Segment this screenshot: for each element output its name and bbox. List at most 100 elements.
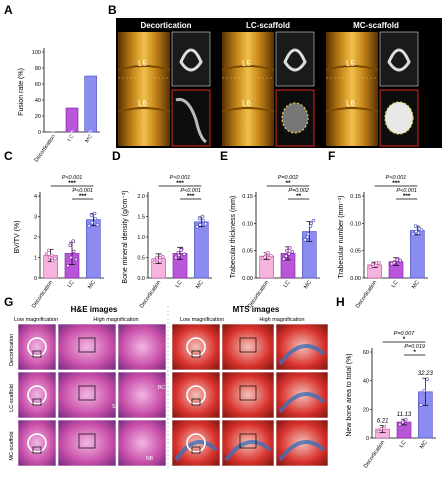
histology-tile-r2-c2 xyxy=(117,419,167,467)
bar-f-2 xyxy=(410,230,425,279)
data-point-d-0-0 xyxy=(152,260,157,265)
g-tag-nb: NB xyxy=(146,456,154,462)
y-tick-label-a-1: 20 xyxy=(35,114,41,120)
histology-canal-r1-c3 xyxy=(186,385,206,405)
histology-collagen-r0-c5 xyxy=(278,344,326,366)
sig-stars-h-0: * xyxy=(403,336,406,343)
histology-zoom-box-r1-c3 xyxy=(191,398,201,406)
g-tag-s: S xyxy=(112,404,116,410)
data-point-e-0-4 xyxy=(266,251,270,255)
histology-zoom-box-r0-c0 xyxy=(32,350,42,358)
y-tick-label-a-4: 80 xyxy=(35,66,41,72)
histology-zoom-box-r1-c1 xyxy=(78,385,96,401)
y-axis-label-d: Bone mineral density (g/cm⁻³) xyxy=(122,190,129,283)
histology-tile-r2-c0 xyxy=(17,419,57,467)
data-point-h-0-2 xyxy=(382,424,387,429)
g-he-low-mag: Low magnification xyxy=(14,317,58,323)
data-point-d-0-4 xyxy=(158,259,162,263)
data-point-c-2-5 xyxy=(95,223,100,227)
y-tick-label-h-2: 40 xyxy=(363,379,369,385)
data-point-c-2-0 xyxy=(87,224,91,228)
y-tick-label-h-0: 0 xyxy=(366,436,369,442)
x-tick-label-c-0: Decortication xyxy=(31,280,54,310)
y-tick-label-c-4: 4 xyxy=(34,194,37,200)
bar-label-h-2: 32.23 xyxy=(418,371,434,377)
y-tick-label-a-3: 60 xyxy=(35,82,41,88)
histology-collagen-r2-c3 xyxy=(174,440,218,462)
data-point-h-1-2 xyxy=(404,417,408,422)
x-tick-label-d-2: MC xyxy=(195,280,205,290)
sig-p-e-0: P=0.002 xyxy=(278,175,299,181)
data-point-e-2-1 xyxy=(306,232,310,236)
x-tick-label-h-2: MC xyxy=(419,440,429,450)
data-point-c-2-1 xyxy=(90,220,94,225)
bar-a-1 xyxy=(65,107,79,133)
data-point-e-2-2 xyxy=(309,221,313,226)
panel-letter-b: B xyxy=(108,3,117,17)
sig-p-c-0: P<0.001 xyxy=(62,175,83,181)
bar-label-h-1: 11.13 xyxy=(397,412,412,418)
histology-tile-r1-c3 xyxy=(171,371,221,419)
g-he-high-mag: High magnification xyxy=(93,317,138,323)
data-point-f-2-4 xyxy=(416,231,421,235)
x-tick-label-e-1: LC xyxy=(283,280,292,289)
histology-tile-r0-c0 xyxy=(17,323,57,371)
chart-h: 0 20 40 60 New bone area to total (%) Decorti… xyxy=(346,331,436,469)
g-row-label-decortication: Decortication xyxy=(9,334,15,366)
data-point-f-1-3 xyxy=(392,260,396,265)
g-he-title: H&E images xyxy=(71,305,118,314)
data-point-c-2-2 xyxy=(93,216,97,221)
data-point-d-2-4 xyxy=(200,214,205,219)
sig-p-f-0: P<0.001 xyxy=(386,175,407,181)
data-point-d-1-4 xyxy=(179,248,183,252)
data-point-d-2-1 xyxy=(198,223,202,227)
x-tick-label-a-1: LC xyxy=(67,134,76,143)
histology-zoom-box-r0-c1 xyxy=(78,337,96,353)
panel-letter-a: A xyxy=(4,3,13,17)
y-tick-label-e-1: 0.05 xyxy=(242,249,253,255)
sig-p-h-1: P=0.019 xyxy=(404,344,425,350)
x-tick-label-f-0: Decortication xyxy=(355,280,378,310)
histology-canal-r2-c0 xyxy=(27,433,47,453)
bar-label-h-0: 6.21 xyxy=(377,419,389,425)
x-tick-label-c-2: MC xyxy=(87,280,97,290)
histology-collagen-r2-c4 xyxy=(224,440,272,462)
data-point-f-1-4 xyxy=(395,258,399,262)
data-point-h-2-1 xyxy=(422,389,426,393)
y-tick-label-c-2: 2 xyxy=(34,235,37,241)
sig-stars-d-1: *** xyxy=(187,193,195,200)
histology-zoom-box-r2-c0 xyxy=(32,446,42,454)
data-point-h-2-0 xyxy=(419,403,423,407)
data-point-f-0-4 xyxy=(374,263,378,268)
data-point-c-2-3 xyxy=(89,213,94,218)
data-point-d-1-1 xyxy=(177,253,181,258)
sig-stars-c-0: *** xyxy=(68,180,76,187)
y-tick-label-c-1: 1 xyxy=(34,256,37,262)
data-point-d-1-5 xyxy=(182,252,186,256)
sig-p-d-1: P<0.001 xyxy=(180,188,201,194)
chart-e: 0.00 0.05 0.10 0.15 Trabecular thickness (mm… xyxy=(230,175,320,309)
data-point-e-1-1 xyxy=(285,248,289,253)
histology-canal-r1-c0 xyxy=(27,385,47,405)
histology-zoom-box-r0-c3 xyxy=(191,350,201,358)
data-point-c-2-4 xyxy=(92,211,97,216)
data-point-d-0-5 xyxy=(161,254,165,259)
panel-letter-h: H xyxy=(336,295,345,309)
data-point-f-2-5 xyxy=(419,228,424,232)
b-column-decortication: Decortication L5 L6 xyxy=(117,21,211,147)
chart-f: 0.00 0.05 0.10 0.15 Trabecular number (mm⁻¹)… xyxy=(338,175,428,309)
data-point-e-2-0 xyxy=(303,238,307,242)
y-tick-label-d-3: 1.5 xyxy=(137,215,145,221)
b-column-lc-scaffold: LC-scaffold L5 L6 xyxy=(221,21,315,147)
y-tick-label-d-2: 1.0 xyxy=(137,235,145,241)
y-tick-label-a-5: 100 xyxy=(32,50,41,56)
histology-collagen-r2-c5 xyxy=(278,440,326,462)
y-tick-label-d-0: 0.0 xyxy=(137,276,145,282)
bar-label-a-0: 0% xyxy=(51,129,57,137)
histology-zoom-box-r1-c0 xyxy=(32,398,42,406)
histology-zoom-box-r2-c1 xyxy=(78,433,96,449)
sig-stars-h-1: * xyxy=(413,349,416,356)
data-point-d-2-2 xyxy=(201,218,205,223)
data-point-e-2-4 xyxy=(308,224,313,228)
b-l6-label-lc: L6 xyxy=(242,99,251,108)
